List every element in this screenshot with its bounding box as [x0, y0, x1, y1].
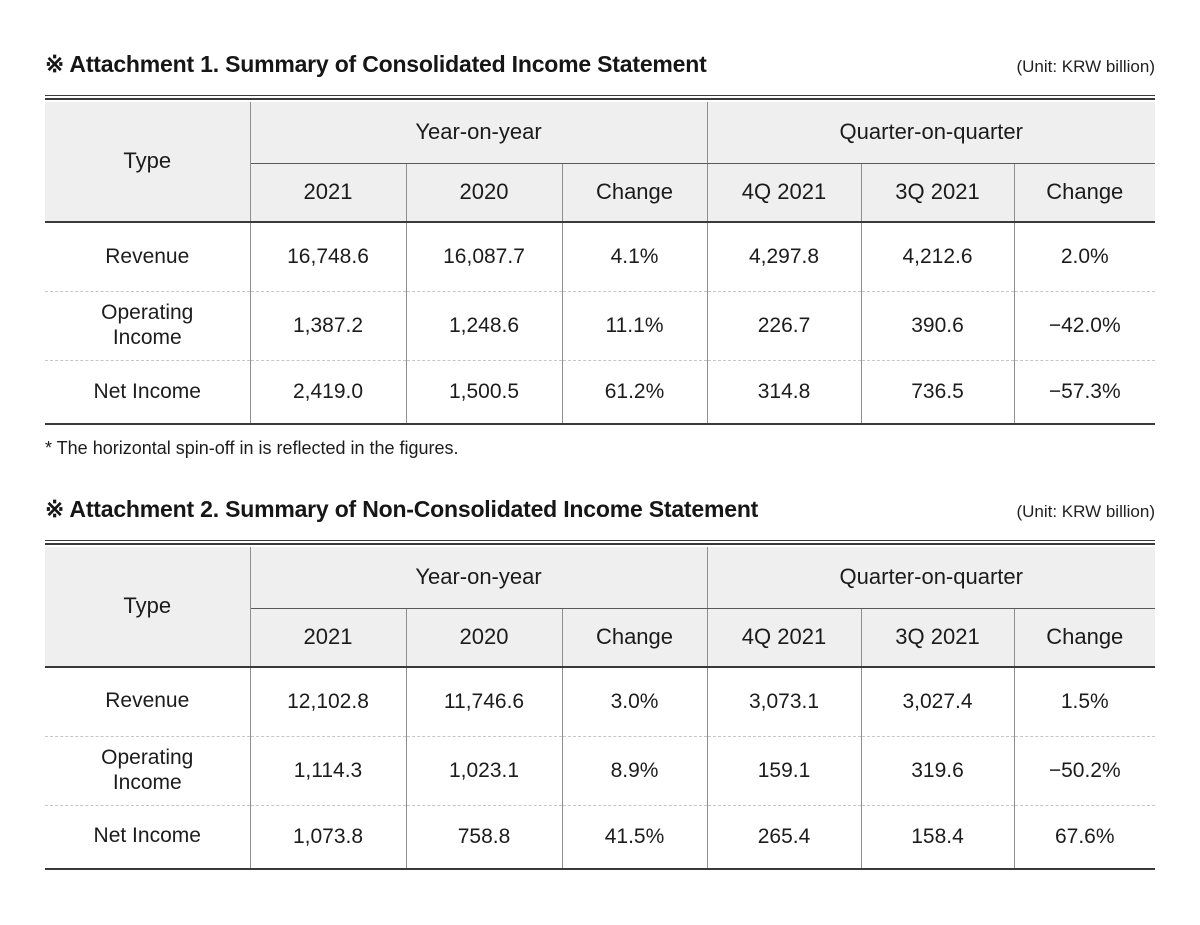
table-row-net-income: Net Income 2,419.0 1,500.5 61.2% 314.8 7… — [45, 359, 1156, 425]
attachment-2-section: ※ Attachment 2. Summary of Non-Consolida… — [45, 495, 1156, 870]
cell-value: 3.0% — [561, 666, 707, 737]
document-page: ※ Attachment 1. Summary of Consolidated … — [45, 50, 1156, 870]
table-2-header-2021: 2021 — [249, 608, 406, 668]
cell-value: 314.8 — [706, 359, 861, 425]
section-2-unit-note: (Unit: KRW billion) — [1016, 501, 1155, 521]
section-2-title-row: ※ Attachment 2. Summary of Non-Consolida… — [45, 495, 1155, 525]
table-1-header-type: Type — [45, 101, 251, 223]
cell-value: 1,073.8 — [249, 804, 406, 870]
table-2-header-type: Type — [45, 546, 251, 668]
cell-value: 390.6 — [860, 290, 1014, 361]
table-1-header-3q2021: 3Q 2021 — [860, 163, 1014, 223]
section-2-title: ※ Attachment 2. Summary of Non-Consolida… — [45, 495, 759, 522]
table-1-top-rule — [45, 94, 1155, 100]
row-label-operating-income: Operating Income — [101, 301, 194, 349]
cell-value: 67.6% — [1013, 804, 1156, 870]
table-1-header-4q2021: 4Q 2021 — [706, 163, 861, 223]
table-row-operating-income: Operating Income 1,387.2 1,248.6 11.1% 2… — [45, 290, 1156, 361]
table-2-header-3q2021: 3Q 2021 — [860, 608, 1014, 668]
cell-value: 736.5 — [860, 359, 1014, 425]
table-1-footnote: * The horizontal spin-off in is reflecte… — [45, 437, 459, 458]
table-row-revenue: Revenue 16,748.6 16,087.7 4.1% 4,297.8 4… — [45, 221, 1156, 292]
table-2-header-qoq-change: Change — [1013, 608, 1156, 668]
table-row-net-income: Net Income 1,073.8 758.8 41.5% 265.4 158… — [45, 804, 1156, 870]
cell-value: 1,023.1 — [405, 735, 562, 806]
section-1-title: ※ Attachment 1. Summary of Consolidated … — [45, 51, 707, 77]
table-1-header-yoy-change: Change — [561, 163, 707, 223]
cell-value: 265.4 — [706, 804, 861, 870]
cell-value: 16,087.7 — [405, 221, 562, 292]
cell-value: 8.9% — [561, 735, 707, 806]
row-label-revenue: Revenue — [105, 244, 190, 268]
table-2-header-yoy-change: Change — [561, 608, 707, 668]
cell-value: −42.0% — [1013, 290, 1156, 361]
row-label-net-income: Net Income — [93, 379, 201, 403]
table-1-header-2020: 2020 — [405, 163, 562, 223]
cell-value: 319.6 — [860, 735, 1014, 806]
table-1-sub-header-row: 2021 2020 Change 4Q 2021 3Q 2021 Change — [45, 163, 1156, 223]
cell-value: 758.8 — [405, 804, 562, 870]
table-1-header-qoq-change: Change — [1013, 163, 1156, 223]
cell-value: 1.5% — [1013, 666, 1156, 737]
cell-value: 11,746.6 — [405, 666, 562, 737]
table-2-header-2020: 2020 — [405, 608, 562, 668]
section-1-unit-note: (Unit: KRW billion) — [1016, 56, 1155, 76]
cell-value: 11.1% — [561, 290, 707, 361]
cell-value: 1,248.6 — [405, 290, 562, 361]
cell-value: 4,297.8 — [706, 221, 861, 292]
cell-value: 61.2% — [561, 359, 707, 425]
cell-value: 41.5% — [561, 804, 707, 870]
row-label-operating-income: Operating Income — [101, 746, 194, 794]
cell-value: 226.7 — [706, 290, 861, 361]
cell-value: 1,114.3 — [249, 735, 406, 806]
table-1-group-yoy: Year-on-year — [250, 101, 707, 164]
cell-value: 12,102.8 — [249, 666, 406, 737]
attachment-1-section: ※ Attachment 1. Summary of Consolidated … — [45, 50, 1156, 459]
table-row-operating-income: Operating Income 1,114.3 1,023.1 8.9% 15… — [45, 735, 1156, 806]
row-label-revenue: Revenue — [105, 689, 190, 713]
table-2-group-yoy: Year-on-year — [250, 546, 707, 609]
table-row-revenue: Revenue 12,102.8 11,746.6 3.0% 3,073.1 3… — [45, 666, 1156, 737]
cell-value: −57.3% — [1013, 359, 1156, 425]
table-1-header-2021: 2021 — [249, 163, 406, 223]
cell-value: 16,748.6 — [249, 221, 406, 292]
section-1-title-row: ※ Attachment 1. Summary of Consolidated … — [45, 50, 1155, 80]
table-1-group-qoq: Quarter-on-quarter — [706, 101, 1156, 164]
cell-value: 158.4 — [860, 804, 1014, 870]
table-2-header-4q2021: 4Q 2021 — [706, 608, 861, 668]
table-2-sub-header-row: 2021 2020 Change 4Q 2021 3Q 2021 Change — [45, 608, 1156, 668]
cell-value: 4,212.6 — [860, 221, 1014, 292]
table-2-top-rule — [45, 539, 1155, 545]
cell-value: 1,387.2 — [249, 290, 406, 361]
non-consolidated-income-table: Type Year-on-year Quarter-on-quarter 202… — [45, 546, 1156, 870]
row-label-net-income: Net Income — [93, 824, 201, 848]
table-2-group-header-row: Type Year-on-year Quarter-on-quarter — [45, 546, 1156, 668]
cell-value: 3,027.4 — [860, 666, 1014, 737]
cell-value: 2.0% — [1013, 221, 1156, 292]
cell-value: 2,419.0 — [249, 359, 406, 425]
cell-value: 3,073.1 — [706, 666, 861, 737]
consolidated-income-table: Type Year-on-year Quarter-on-quarter 202… — [45, 101, 1156, 425]
table-2-group-qoq: Quarter-on-quarter — [706, 546, 1156, 609]
cell-value: 4.1% — [561, 221, 707, 292]
table-1-group-header-row: Type Year-on-year Quarter-on-quarter — [45, 101, 1156, 223]
cell-value: −50.2% — [1013, 735, 1156, 806]
cell-value: 159.1 — [706, 735, 861, 806]
cell-value: 1,500.5 — [405, 359, 562, 425]
